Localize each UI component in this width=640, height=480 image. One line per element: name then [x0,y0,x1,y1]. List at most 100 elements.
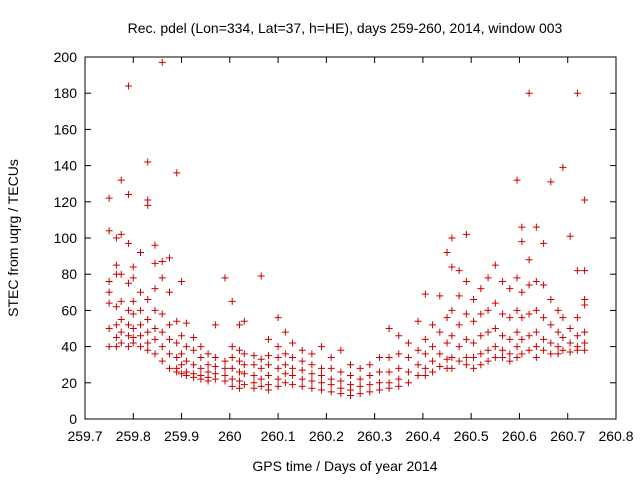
data-point [264,386,272,394]
data-point [513,328,521,336]
data-point [573,314,581,322]
data-point [385,368,393,376]
data-point [264,361,272,369]
data-point [470,317,478,325]
data-point [158,328,166,336]
data-point [448,306,456,314]
x-tick-label: 260 [218,428,242,444]
data-point [532,353,540,361]
data-point [484,274,492,282]
data-point [395,375,403,383]
data-point [173,169,181,177]
data-point [581,267,589,275]
data-point [151,350,159,358]
data-point [289,353,297,361]
data-point [518,223,526,231]
data-points [105,58,589,399]
data-point [274,364,282,372]
data-point [124,306,132,314]
x-tick-label: 259.7 [67,428,102,444]
data-point [228,382,236,390]
data-point [137,306,145,314]
data-point [182,357,190,365]
data-point [124,332,132,340]
data-point [129,274,137,282]
data-point [182,372,190,380]
data-point [281,361,289,369]
data-point [573,267,581,275]
data-point [124,191,132,199]
x-tick-label: 260.4 [405,428,440,444]
data-point [165,350,173,358]
data-point [429,343,437,351]
data-point [211,363,219,371]
data-point [484,306,492,314]
data-point [240,350,248,358]
data-point [462,277,470,285]
data-point [112,343,120,351]
data-point [421,335,429,343]
data-point [518,350,526,358]
data-point [105,227,113,235]
data-point [158,258,166,266]
data-point [257,364,265,372]
data-point [547,178,555,186]
data-point [404,368,412,376]
data-point [566,348,574,356]
data-point [491,343,499,351]
data-point [366,372,374,380]
data-point [395,332,403,340]
data-point [477,361,485,369]
data-point [327,353,335,361]
data-point [190,373,198,381]
data-point [235,346,243,354]
data-point [298,366,306,374]
y-axis-label: STEC from uqrg / TECUs [5,159,21,317]
data-point [158,357,166,365]
data-point [298,382,306,390]
data-point [436,350,444,358]
data-point [308,370,316,378]
x-tick-label: 260.1 [261,428,296,444]
data-point [462,335,470,343]
data-point [204,377,212,385]
data-point [178,350,186,358]
data-point [484,346,492,354]
data-point [513,274,521,282]
data-point [144,201,152,209]
data-point [117,339,125,347]
data-point [257,375,265,383]
data-point [308,384,316,392]
data-point [298,357,306,365]
data-point [151,335,159,343]
data-point [308,361,316,369]
data-point [124,321,132,329]
data-point [211,321,219,329]
data-point [484,328,492,336]
x-tick-label: 260.8 [598,428,633,444]
data-point [356,364,364,372]
data-point [182,343,190,351]
data-point [158,310,166,318]
data-point [525,346,533,354]
data-point [298,346,306,354]
data-point [414,372,422,380]
data-point [375,379,383,387]
data-point [105,288,113,296]
data-point [448,263,456,271]
data-point [257,355,265,363]
data-point [366,381,374,389]
data-point [228,343,236,351]
y-tick-label: 140 [54,158,78,174]
y-tick-label: 180 [54,85,78,101]
data-point [491,353,499,361]
y-tick-label: 200 [54,49,78,65]
data-point [117,315,125,323]
data-point [165,364,173,372]
data-point [173,317,181,325]
data-point [532,328,540,336]
data-point [532,277,540,285]
data-point [518,288,526,296]
data-point [395,382,403,390]
